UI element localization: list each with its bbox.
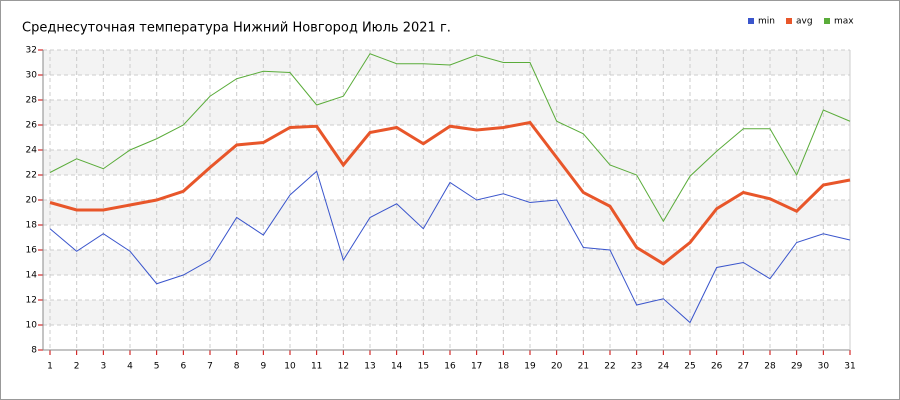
band (43, 50, 850, 75)
line-series (49, 170, 851, 324)
x-tick-label: 12 (338, 362, 349, 372)
legend-label: min (758, 17, 775, 27)
x-tick-label: 13 (364, 362, 375, 372)
chart-title: Среднесуточная температура Нижний Новгор… (22, 21, 451, 36)
y-tick-label: 30 (26, 71, 38, 81)
x-tick-label: 22 (604, 362, 615, 372)
x-tick-label: 28 (764, 362, 776, 372)
legend-swatch (786, 18, 792, 24)
x-tick-label: 21 (578, 362, 589, 372)
x-tick-label: 14 (391, 362, 403, 372)
y-tick-label: 28 (26, 96, 38, 106)
x-tick-label: 17 (471, 362, 482, 372)
y-tick-label: 22 (26, 171, 37, 181)
x-tick-label: 30 (818, 362, 830, 372)
x-tick-label: 15 (418, 362, 429, 372)
x-tick-label: 7 (207, 362, 213, 372)
band (43, 250, 850, 275)
x-tick-label: 4 (127, 362, 133, 372)
x-tick-label: 26 (711, 362, 723, 372)
x-tick-label: 19 (524, 362, 536, 372)
band (43, 300, 850, 325)
x-tick-label: 25 (684, 362, 695, 372)
y-tick-label: 32 (26, 46, 37, 56)
legend-label: max (834, 17, 854, 27)
x-tick-label: 23 (631, 362, 642, 372)
x-tick-label: 27 (738, 362, 749, 372)
x-tick-label: 18 (498, 362, 510, 372)
y-tick-label: 18 (26, 221, 38, 231)
legend-swatch (824, 18, 830, 24)
legend-swatch (748, 18, 754, 24)
x-tick-label: 24 (658, 362, 670, 372)
band (43, 200, 850, 225)
x-tick-label: 5 (154, 362, 160, 372)
y-tick-label: 26 (26, 121, 38, 131)
line-series (49, 120, 851, 266)
x-tick-label: 11 (311, 362, 322, 372)
band (43, 100, 850, 125)
y-tick-label: 12 (26, 296, 37, 306)
y-tick-label: 20 (26, 196, 38, 206)
x-tick-label: 31 (844, 362, 855, 372)
y-tick-label: 16 (26, 246, 38, 256)
x-tick-label: 2 (74, 362, 80, 372)
band (43, 150, 850, 175)
y-tick-label: 14 (26, 271, 38, 281)
y-tick-label: 8 (31, 346, 37, 356)
x-tick-label: 9 (260, 362, 266, 372)
x-tick-label: 6 (180, 362, 186, 372)
legend-label: avg (796, 17, 813, 27)
line-series (49, 53, 851, 223)
y-tick-label: 10 (26, 321, 38, 331)
x-tick-label: 16 (444, 362, 456, 372)
y-tick-label: 24 (26, 146, 38, 156)
x-tick-label: 1 (47, 362, 53, 372)
x-tick-label: 20 (551, 362, 563, 372)
x-tick-label: 29 (791, 362, 803, 372)
x-tick-label: 8 (234, 362, 240, 372)
x-tick-label: 10 (284, 362, 296, 372)
x-tick-label: 3 (100, 362, 106, 372)
